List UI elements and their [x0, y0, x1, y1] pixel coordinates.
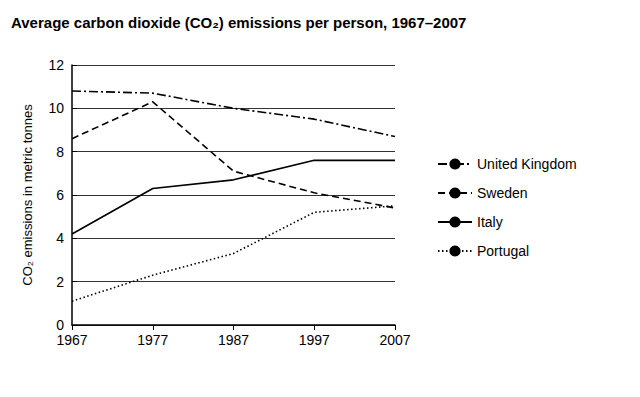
svg-text:Italy: Italy: [477, 214, 503, 230]
svg-text:Average carbon dioxide (CO₂) e: Average carbon dioxide (CO₂) emissions p…: [11, 14, 466, 31]
svg-text:2: 2: [56, 274, 64, 290]
svg-text:12: 12: [48, 57, 64, 73]
svg-text:CO₂ emissions in metric tonnes: CO₂ emissions in metric tonnes: [20, 104, 35, 286]
svg-text:0: 0: [56, 317, 64, 333]
svg-text:1987: 1987: [218, 332, 249, 348]
svg-text:10: 10: [48, 100, 64, 116]
svg-text:Portugal: Portugal: [477, 243, 529, 259]
svg-text:United Kingdom: United Kingdom: [477, 156, 577, 172]
svg-text:1967: 1967: [56, 332, 87, 348]
svg-text:Sweden: Sweden: [477, 185, 528, 201]
svg-text:8: 8: [56, 144, 64, 160]
svg-text:6: 6: [56, 187, 64, 203]
svg-text:1997: 1997: [299, 332, 330, 348]
svg-text:2007: 2007: [379, 332, 410, 348]
svg-text:4: 4: [56, 230, 64, 246]
svg-text:1977: 1977: [137, 332, 168, 348]
